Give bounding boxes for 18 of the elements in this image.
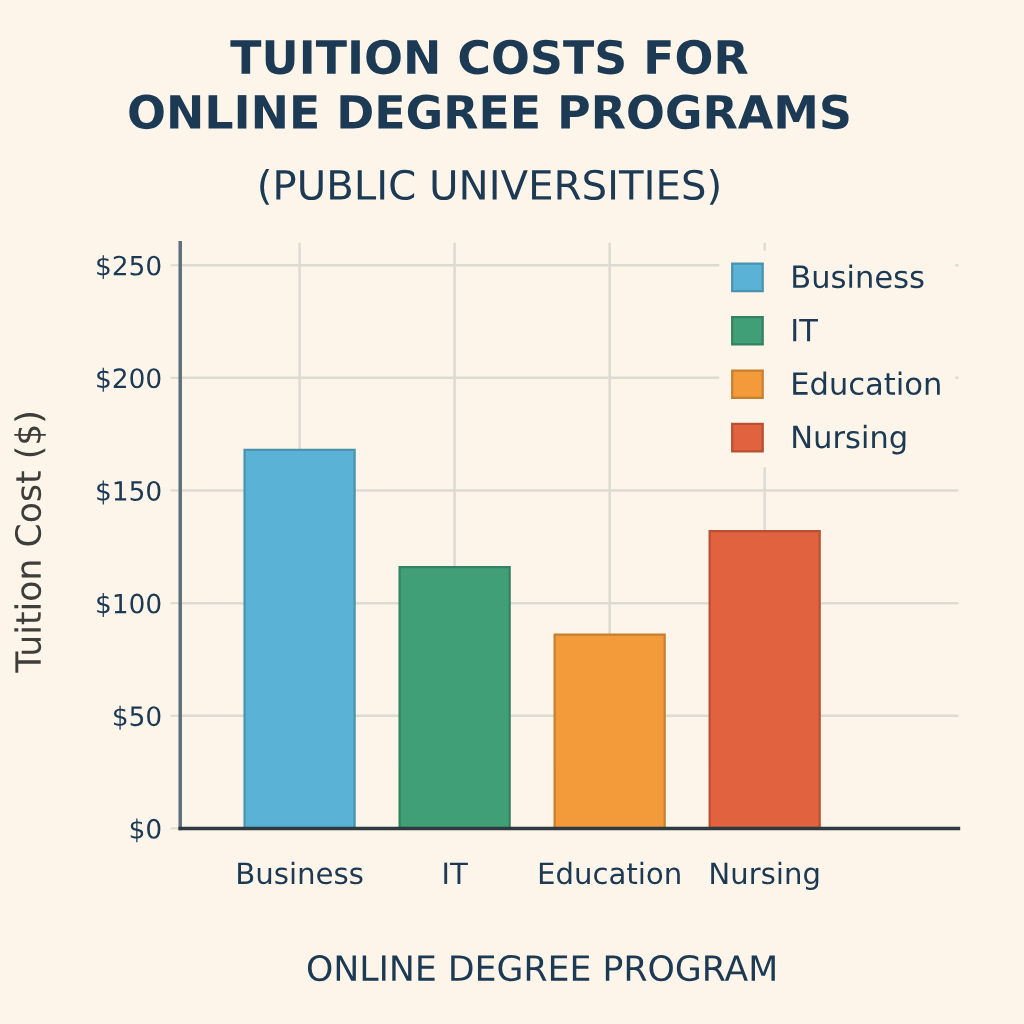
x-axis-title: ONLINE DEGREE PROGRAM	[307, 954, 775, 982]
chart-title: TUITION COSTS FOR ONLINE DEGREE PROGRAMS	[129, 39, 849, 130]
x-tick-label: Education	[539, 861, 680, 885]
legend-label: Nursing	[793, 424, 906, 455]
legend-label: Education	[793, 371, 940, 396]
x-tick-label: IT	[444, 862, 468, 884]
y-tick-label: $150	[97, 480, 161, 505]
y-tick-label: $50	[113, 705, 161, 730]
legend-label: IT	[793, 318, 818, 342]
y-tick-label: $0	[130, 818, 161, 843]
y-axis-title: Tuition Cost ($)	[14, 413, 46, 673]
y-tick-label: $200	[97, 367, 161, 392]
x-tick-label: Business	[238, 861, 363, 885]
y-tick-label: $100	[97, 593, 161, 618]
chart-subtitle: (PUBLIC UNIVERSITIES)	[260, 168, 719, 205]
legend-label: Business	[793, 264, 924, 289]
y-tick-label: $250	[97, 255, 161, 280]
x-tick-label: Nursing	[711, 861, 819, 890]
